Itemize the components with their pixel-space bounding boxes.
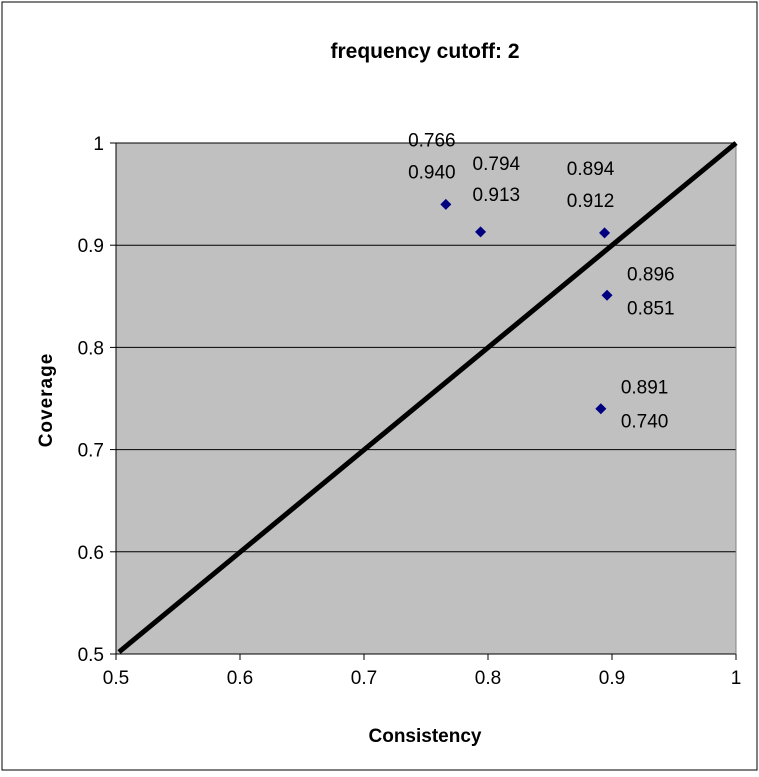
- data-label-y: 0.851: [627, 298, 675, 319]
- x-tick-label: 0.7: [351, 668, 377, 689]
- data-point-labels: 0.766 0.940 0.794 0.913 0.894 0.912 0.896 0.851…: [408, 130, 675, 432]
- x-tick-label: 0.5: [103, 668, 129, 689]
- gridlines: [116, 142, 736, 553]
- data-point-marker: [475, 226, 487, 238]
- x-tick-label: 0.8: [475, 668, 501, 689]
- x-axis-ticks: 0.5 0.6 0.7 0.8 0.9 1: [103, 654, 742, 689]
- x-tick-label: 0.9: [599, 668, 625, 689]
- reference-line: [117, 141, 738, 654]
- data-point-marker: [601, 289, 613, 301]
- axes: [115, 143, 737, 655]
- y-tick-label: 0.9: [78, 236, 104, 257]
- data-label-x: 0.794: [473, 154, 521, 175]
- y-tick-label: 0.7: [78, 441, 104, 462]
- data-point-marker: [440, 198, 452, 210]
- data-label-x: 0.766: [408, 130, 456, 151]
- reference-line-group: [117, 141, 738, 654]
- data-point-marker: [595, 403, 607, 415]
- y-axis-label: Coverage: [36, 353, 57, 448]
- data-label-x: 0.894: [567, 159, 615, 180]
- y-tick-label: 0.8: [78, 338, 104, 359]
- x-tick-label: 1: [731, 668, 742, 689]
- data-label-y: 0.940: [408, 162, 456, 183]
- data-point-marker: [599, 227, 611, 239]
- data-label-x: 0.896: [627, 264, 675, 285]
- data-label-y: 0.912: [567, 191, 615, 212]
- data-label-y: 0.913: [473, 185, 521, 206]
- y-tick-label: 0.6: [78, 543, 104, 564]
- x-tick-label: 0.6: [227, 668, 253, 689]
- data-label-x: 0.891: [621, 378, 669, 399]
- data-label-y: 0.740: [621, 412, 669, 433]
- y-tick-label: 0.5: [78, 645, 104, 666]
- x-axis-label: Consistency: [369, 726, 482, 747]
- y-axis-ticks: 0.5 0.6 0.7 0.8 0.9 1: [78, 134, 116, 666]
- chart-title: frequency cutoff: 2: [330, 40, 519, 63]
- y-tick-label: 1: [93, 134, 104, 155]
- data-points: [440, 198, 613, 415]
